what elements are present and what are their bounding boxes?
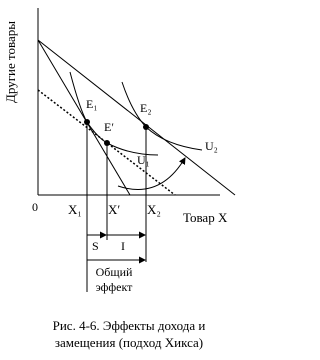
drop-lines [86, 122, 147, 292]
tick-label: X′ [108, 202, 120, 217]
indifference-curve-u1 [69, 71, 159, 156]
shift-arrow [117, 157, 186, 190]
point-label: E′ [104, 120, 114, 134]
tick-label: X₂ [147, 202, 161, 217]
caption: замещения (подход Хикса) [55, 335, 203, 350]
curve-label: U₂ [205, 139, 218, 153]
effect-label: Общий [96, 265, 133, 279]
effect-arrows [87, 231, 146, 264]
diagram: Другие товары 0 Товар X E₁ E′ E₂ U₁ U₂ X… [3, 8, 236, 350]
point-label: E₂ [140, 101, 152, 115]
point-label: E₁ [86, 97, 98, 111]
caption: Рис. 4-6. Эффекты дохода и [53, 318, 206, 333]
curve-label: U₁ [137, 153, 150, 167]
origin-label: 0 [32, 200, 38, 214]
effect-label: S [92, 239, 99, 253]
axes [37, 8, 220, 196]
effect-label: эффект [96, 280, 134, 294]
budget-lines [37, 39, 236, 196]
effect-label: I [121, 239, 125, 253]
tick-label: X₁ [68, 202, 82, 217]
x-axis-label: Товар X [183, 210, 228, 225]
points [84, 119, 149, 146]
y-axis-label: Другие товары [3, 21, 18, 103]
